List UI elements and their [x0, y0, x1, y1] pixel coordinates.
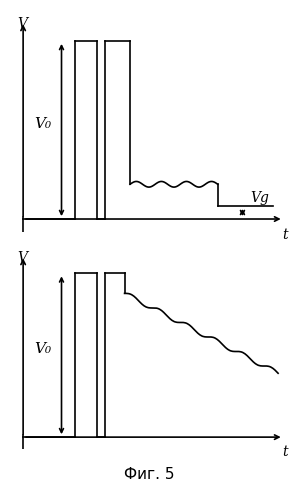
Text: Vg: Vg: [251, 192, 270, 206]
Text: t: t: [282, 445, 288, 459]
Text: V₀: V₀: [34, 342, 51, 356]
Text: t: t: [282, 228, 288, 242]
Text: Фиг. 5: Фиг. 5: [124, 467, 174, 482]
Text: V: V: [18, 17, 28, 31]
Text: V₀: V₀: [34, 116, 51, 131]
Text: V: V: [18, 251, 28, 265]
